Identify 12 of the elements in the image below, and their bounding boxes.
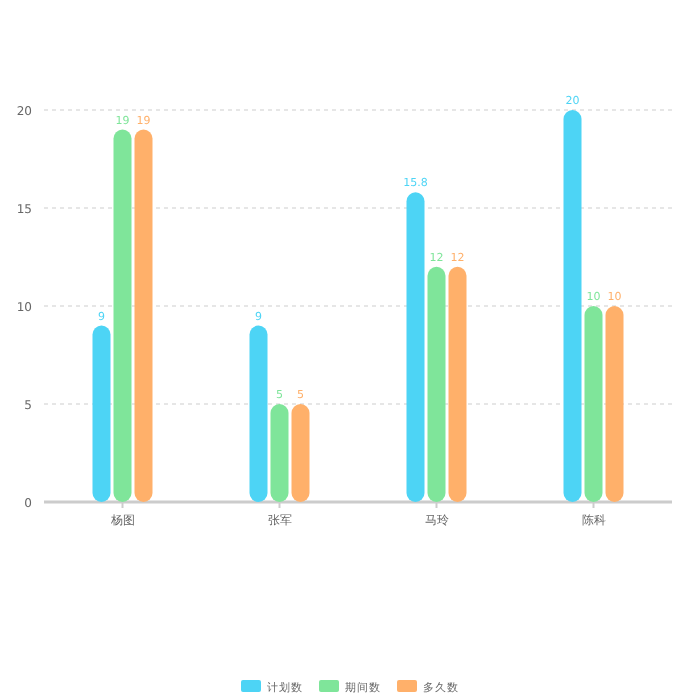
bar — [113, 129, 132, 502]
bar — [406, 192, 425, 502]
bar — [563, 110, 582, 502]
bar — [270, 404, 289, 502]
bar — [291, 404, 310, 502]
bar — [249, 325, 268, 502]
bar — [92, 325, 111, 502]
bar — [448, 266, 467, 502]
bar — [134, 129, 153, 502]
bar — [584, 306, 603, 502]
bar — [427, 266, 446, 502]
bar — [605, 306, 624, 502]
